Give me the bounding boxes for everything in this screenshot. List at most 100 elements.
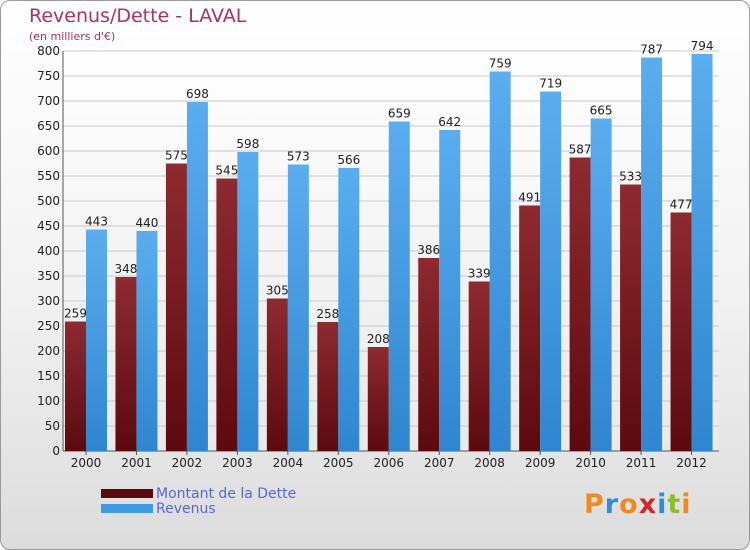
data-label-revenus: 443 bbox=[85, 215, 108, 229]
data-label-dette: 533 bbox=[619, 170, 642, 184]
legend-item-dette: Montant de la Dette bbox=[101, 485, 297, 502]
bar-dette bbox=[418, 258, 440, 451]
bar-revenus bbox=[388, 121, 410, 451]
data-label-dette: 545 bbox=[215, 164, 238, 178]
y-tick-label: 600 bbox=[37, 144, 60, 158]
data-label-dette: 348 bbox=[115, 262, 138, 276]
data-label-revenus: 659 bbox=[388, 107, 411, 121]
bar-dette bbox=[216, 178, 238, 451]
x-tick-label: 2005 bbox=[323, 456, 354, 470]
y-tick-label: 400 bbox=[37, 244, 60, 258]
y-tick-label: 550 bbox=[37, 169, 60, 183]
y-tick-label: 50 bbox=[45, 419, 60, 433]
bar-dette bbox=[620, 184, 642, 451]
bar-dette bbox=[569, 157, 591, 451]
bar-revenus bbox=[287, 164, 309, 451]
data-label-dette: 305 bbox=[266, 284, 289, 298]
logo-letter: i bbox=[657, 489, 668, 520]
x-tick-label: 2006 bbox=[373, 456, 404, 470]
data-label-dette: 587 bbox=[569, 143, 592, 157]
legend-item-revenus: Revenus bbox=[101, 500, 296, 517]
x-tick-label: 2008 bbox=[474, 456, 505, 470]
bar-dette bbox=[317, 322, 339, 451]
bar-dette bbox=[266, 298, 288, 451]
bar-revenus bbox=[439, 130, 461, 451]
x-tick-label: 2003 bbox=[222, 456, 253, 470]
data-label-dette: 477 bbox=[670, 198, 693, 212]
bar-revenus bbox=[691, 54, 713, 451]
x-tick-label: 2001 bbox=[121, 456, 152, 470]
legend-label-revenus: Revenus bbox=[156, 500, 216, 517]
logo-letter: P bbox=[584, 489, 605, 520]
bar-dette bbox=[165, 163, 187, 451]
bar-revenus bbox=[136, 231, 158, 451]
legend-swatch-revenus bbox=[101, 504, 153, 513]
data-label-revenus: 794 bbox=[691, 39, 714, 53]
y-tick-label: 500 bbox=[37, 194, 60, 208]
x-tick-label: 2009 bbox=[525, 456, 556, 470]
y-tick-label: 450 bbox=[37, 219, 60, 233]
bar-dette bbox=[468, 281, 490, 451]
logo-letter: x bbox=[638, 489, 658, 520]
data-label-revenus: 665 bbox=[590, 104, 613, 118]
y-tick-label: 100 bbox=[37, 394, 60, 408]
data-label-dette: 258 bbox=[316, 307, 339, 321]
bar-dette bbox=[519, 205, 541, 451]
chart-subtitle: (en milliers d'€) bbox=[29, 30, 116, 43]
bar-dette bbox=[65, 321, 86, 451]
bar-dette bbox=[670, 212, 692, 451]
data-label-revenus: 573 bbox=[287, 150, 310, 164]
bar-revenus bbox=[338, 168, 360, 451]
data-label-revenus: 759 bbox=[489, 57, 512, 71]
bar-revenus bbox=[540, 91, 562, 451]
legend: Montant de la Dette Revenus bbox=[101, 485, 297, 517]
data-label-dette: 491 bbox=[518, 191, 541, 205]
x-tick-label: 2010 bbox=[575, 456, 606, 470]
data-label-revenus: 566 bbox=[337, 153, 360, 167]
data-label-revenus: 719 bbox=[539, 77, 562, 91]
x-tick-label: 2011 bbox=[626, 456, 657, 470]
proxiti-logo: Proxiti bbox=[584, 489, 692, 520]
y-tick-label: 300 bbox=[37, 294, 60, 308]
data-label-dette: 575 bbox=[165, 149, 188, 163]
data-label-dette: 386 bbox=[417, 243, 440, 257]
data-label-revenus: 642 bbox=[438, 115, 461, 129]
x-tick-label: 2007 bbox=[424, 456, 455, 470]
data-label-revenus: 698 bbox=[186, 87, 209, 101]
y-tick-label: 800 bbox=[37, 44, 60, 58]
y-tick-label: 650 bbox=[37, 119, 60, 133]
data-label-dette: 339 bbox=[468, 267, 491, 281]
y-tick-label: 0 bbox=[52, 444, 60, 458]
legend-swatch-dette bbox=[101, 489, 153, 498]
bar-dette bbox=[115, 277, 137, 451]
chart-title: Revenus/Dette - LAVAL bbox=[29, 5, 247, 27]
x-tick-label: 2012 bbox=[676, 456, 707, 470]
data-label-revenus: 787 bbox=[640, 43, 663, 57]
legend-label-dette: Montant de la Dette bbox=[156, 485, 297, 502]
bar-revenus bbox=[489, 71, 511, 451]
y-tick-label: 700 bbox=[37, 94, 60, 108]
x-tick-label: 2002 bbox=[172, 456, 203, 470]
bar-revenus bbox=[641, 57, 663, 451]
data-label-dette: 208 bbox=[367, 332, 390, 346]
x-tick-label: 2000 bbox=[71, 456, 102, 470]
data-label-revenus: 598 bbox=[236, 137, 259, 151]
data-label-dette: 259 bbox=[64, 307, 87, 321]
bar-revenus bbox=[237, 152, 259, 451]
logo-letter: r bbox=[604, 489, 620, 520]
bar-revenus bbox=[186, 102, 208, 451]
bar-revenus bbox=[590, 118, 612, 451]
bar-revenus bbox=[86, 229, 107, 451]
y-tick-label: 200 bbox=[37, 344, 60, 358]
logo-letter: o bbox=[619, 489, 639, 520]
y-tick-label: 250 bbox=[37, 319, 60, 333]
x-tick-label: 2004 bbox=[273, 456, 304, 470]
logo-letter: t bbox=[667, 489, 682, 520]
data-label-revenus: 440 bbox=[136, 216, 159, 230]
bar-dette bbox=[367, 347, 389, 451]
y-tick-label: 150 bbox=[37, 369, 60, 383]
logo-letter: i bbox=[681, 489, 692, 520]
y-tick-label: 350 bbox=[37, 269, 60, 283]
